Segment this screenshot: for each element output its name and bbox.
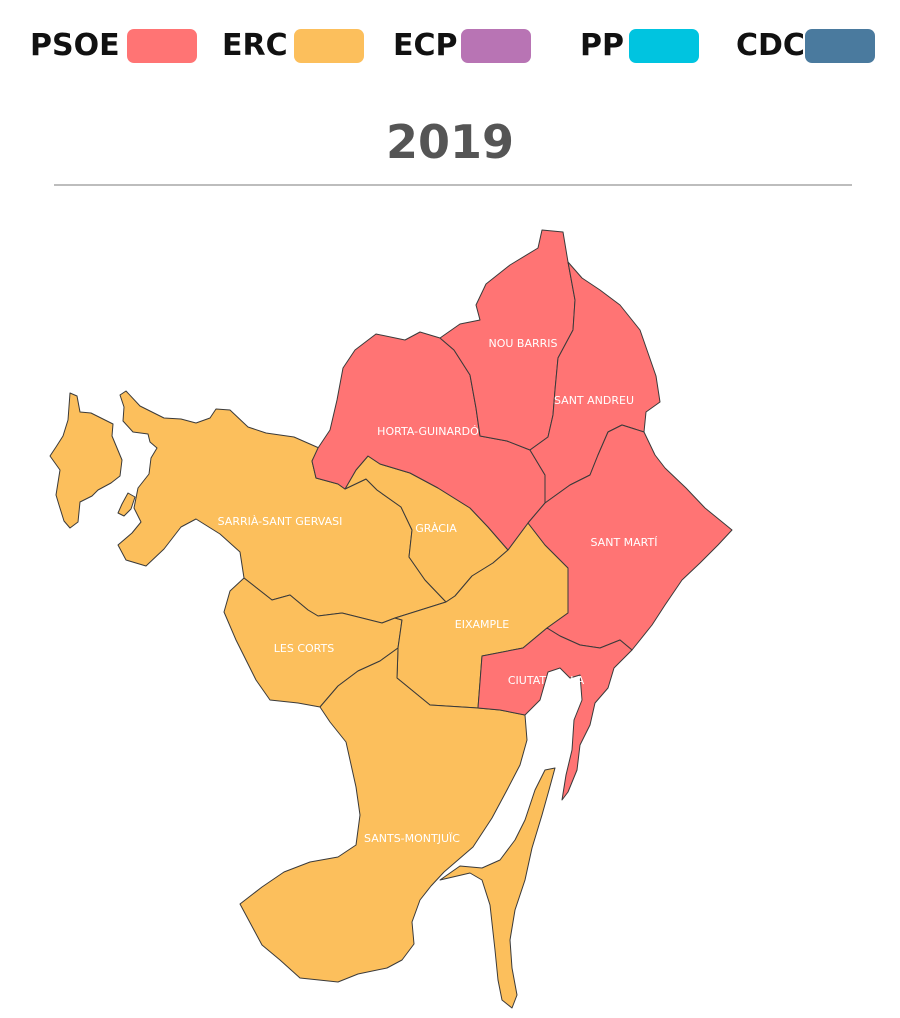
legend-label: ECP: [393, 28, 458, 63]
legend-swatch: [461, 29, 531, 63]
label-eixample: EIXAMPLE: [455, 618, 510, 631]
legend-swatch: [127, 29, 197, 63]
label-sarria-sant-gervasi: SARRIÀ-SANT GERVASI: [218, 515, 343, 528]
district-ciutat-vella[interactable]: [477, 627, 633, 801]
legend-label: CDC: [736, 28, 805, 63]
label-ciutat-vella: CIUTAT VELLA: [508, 674, 585, 687]
legend: PSOE ERC ECP PP CDC: [0, 0, 900, 90]
label-nou-barris: NOU BARRIS: [488, 337, 557, 350]
label-horta-guinardo: HORTA-GUINARDÓ: [377, 425, 479, 438]
legend-label: PSOE: [30, 28, 120, 63]
divider: [54, 184, 852, 186]
district-sarria-islet: [117, 492, 136, 517]
label-sant-andreu: SANT ANDREU: [554, 394, 634, 407]
label-gracia: GRÀCIA: [415, 522, 457, 535]
label-sants-montjuic: SANTS-MONTJUÏC: [364, 832, 460, 845]
label-les-corts: LES CORTS: [274, 642, 334, 655]
year-title: 2019: [385, 115, 515, 169]
district-sant-marti[interactable]: [527, 424, 733, 651]
legend-swatch: [294, 29, 364, 63]
legend-label: PP: [580, 28, 624, 63]
district-sants-montjuic[interactable]: [239, 647, 528, 983]
legend-label: ERC: [222, 28, 288, 63]
district-sants-port: [439, 767, 556, 1009]
legend-swatch: [629, 29, 699, 63]
legend-swatch: [805, 29, 875, 63]
district-sarria-islet: [49, 392, 123, 529]
label-sant-marti: SANT MARTÍ: [591, 536, 658, 549]
